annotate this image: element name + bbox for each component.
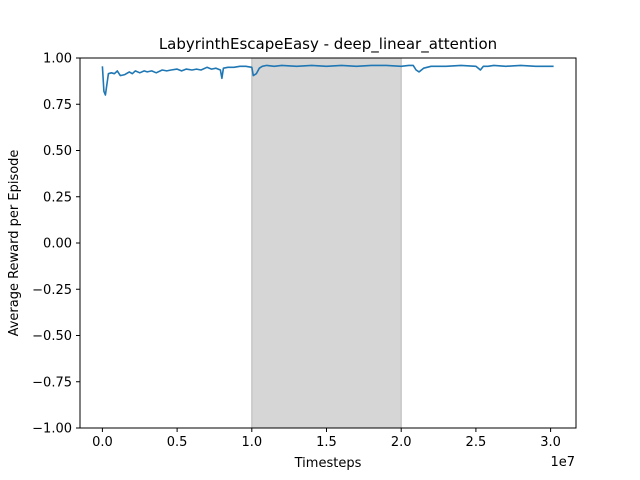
x-tick-label: 2.0 bbox=[391, 435, 412, 450]
y-axis-label: Average Reward per Episode bbox=[7, 150, 22, 337]
x-tick-label: 2.5 bbox=[466, 435, 487, 450]
y-tick-label: 1.00 bbox=[43, 52, 72, 67]
plot-area bbox=[79, 57, 577, 429]
y-axis-ticks: 1.00 0.75 0.50 0.25 0.00 −0.25 −0.50 −0.75 −1.00 bbox=[32, 52, 80, 437]
y-tick-label: 0.00 bbox=[43, 237, 72, 252]
shaded-region bbox=[251, 57, 402, 429]
y-tick-label: −1.00 bbox=[32, 422, 72, 437]
x-tick-label: 1.0 bbox=[241, 435, 262, 450]
x-axis-label: Timesteps bbox=[294, 456, 362, 471]
y-tick-label: 0.75 bbox=[43, 98, 72, 113]
x-tick-label: 0.0 bbox=[92, 435, 113, 450]
y-tick-label: 0.50 bbox=[43, 144, 72, 159]
series-line bbox=[101, 64, 554, 96]
x-tick-label: 3.0 bbox=[540, 435, 561, 450]
y-tick-label: −0.25 bbox=[32, 283, 72, 298]
x-tick-label: 1.5 bbox=[316, 435, 337, 450]
y-tick-label: −0.75 bbox=[32, 375, 72, 390]
x-axis-ticks: 0.0 0.5 1.0 1.5 2.0 2.5 3.0 bbox=[92, 428, 561, 450]
x-tick-label: 0.5 bbox=[167, 435, 188, 450]
y-tick-label: 0.25 bbox=[43, 190, 72, 205]
y-tick-label: −0.50 bbox=[32, 329, 72, 344]
chart-title: LabyrinthEscapeEasy - deep_linear_attent… bbox=[159, 35, 497, 54]
x-axis-offset-text: 1e7 bbox=[550, 455, 575, 470]
